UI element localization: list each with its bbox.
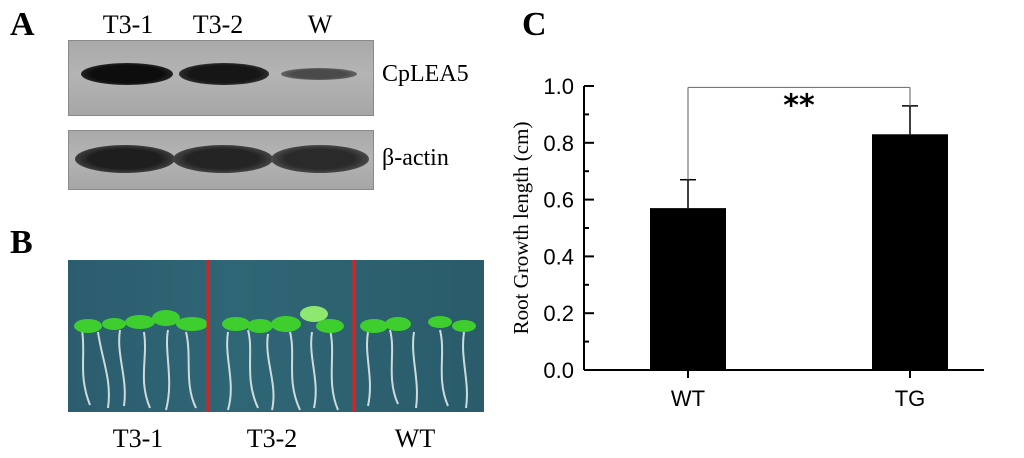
bar-wt xyxy=(650,208,726,370)
y-axis-label: Root Growth length (cm) xyxy=(509,122,533,335)
y-tick-label: 0.0 xyxy=(543,358,574,383)
root-growth-chart: 0.0 0.2 0.4 0.6 0.8 1.0 Root Growth length (cm… xyxy=(509,74,984,411)
actin-band-w xyxy=(271,145,369,173)
beta-actin-label: β-actin xyxy=(382,145,449,171)
seedling-photo xyxy=(68,260,484,412)
photo-lane-label-wt: WT xyxy=(394,424,436,453)
blot-lane-label-t3-1: T3-1 xyxy=(102,10,154,39)
cplea5-blot xyxy=(68,40,374,116)
significance-label: ** xyxy=(783,88,815,123)
y-tick-label: 1.0 xyxy=(543,74,574,99)
y-tick-label: 0.8 xyxy=(543,131,574,156)
cplea5-band-t3-2 xyxy=(179,63,269,85)
panel-b-letter: B xyxy=(10,224,33,261)
seedling-roots-drawing xyxy=(74,260,476,412)
blot-lane-label-w: W xyxy=(307,10,333,39)
photo-lane-label-t3-1: T3-1 xyxy=(112,424,164,453)
cplea5-label: CpLEA5 xyxy=(382,61,469,87)
beta-actin-blot xyxy=(68,130,374,190)
panel-c-letter: C xyxy=(522,6,547,43)
x-tick-label: TG xyxy=(895,386,926,411)
blot-lane-label-t3-2: T3-2 xyxy=(192,10,244,39)
panel-a-letter: A xyxy=(10,6,35,43)
x-tick-label: WT xyxy=(671,386,705,411)
y-tick-label: 0.2 xyxy=(543,301,574,326)
cplea5-band-w xyxy=(281,68,357,80)
photo-lane-label-t3-2: T3-2 xyxy=(246,424,298,453)
y-tick-label: 0.6 xyxy=(543,188,574,213)
actin-band-t3-1 xyxy=(75,145,175,173)
bar-tg xyxy=(872,134,948,370)
y-tick-label: 0.4 xyxy=(543,244,574,269)
actin-band-t3-2 xyxy=(173,145,273,173)
cplea5-band-t3-1 xyxy=(81,63,173,85)
